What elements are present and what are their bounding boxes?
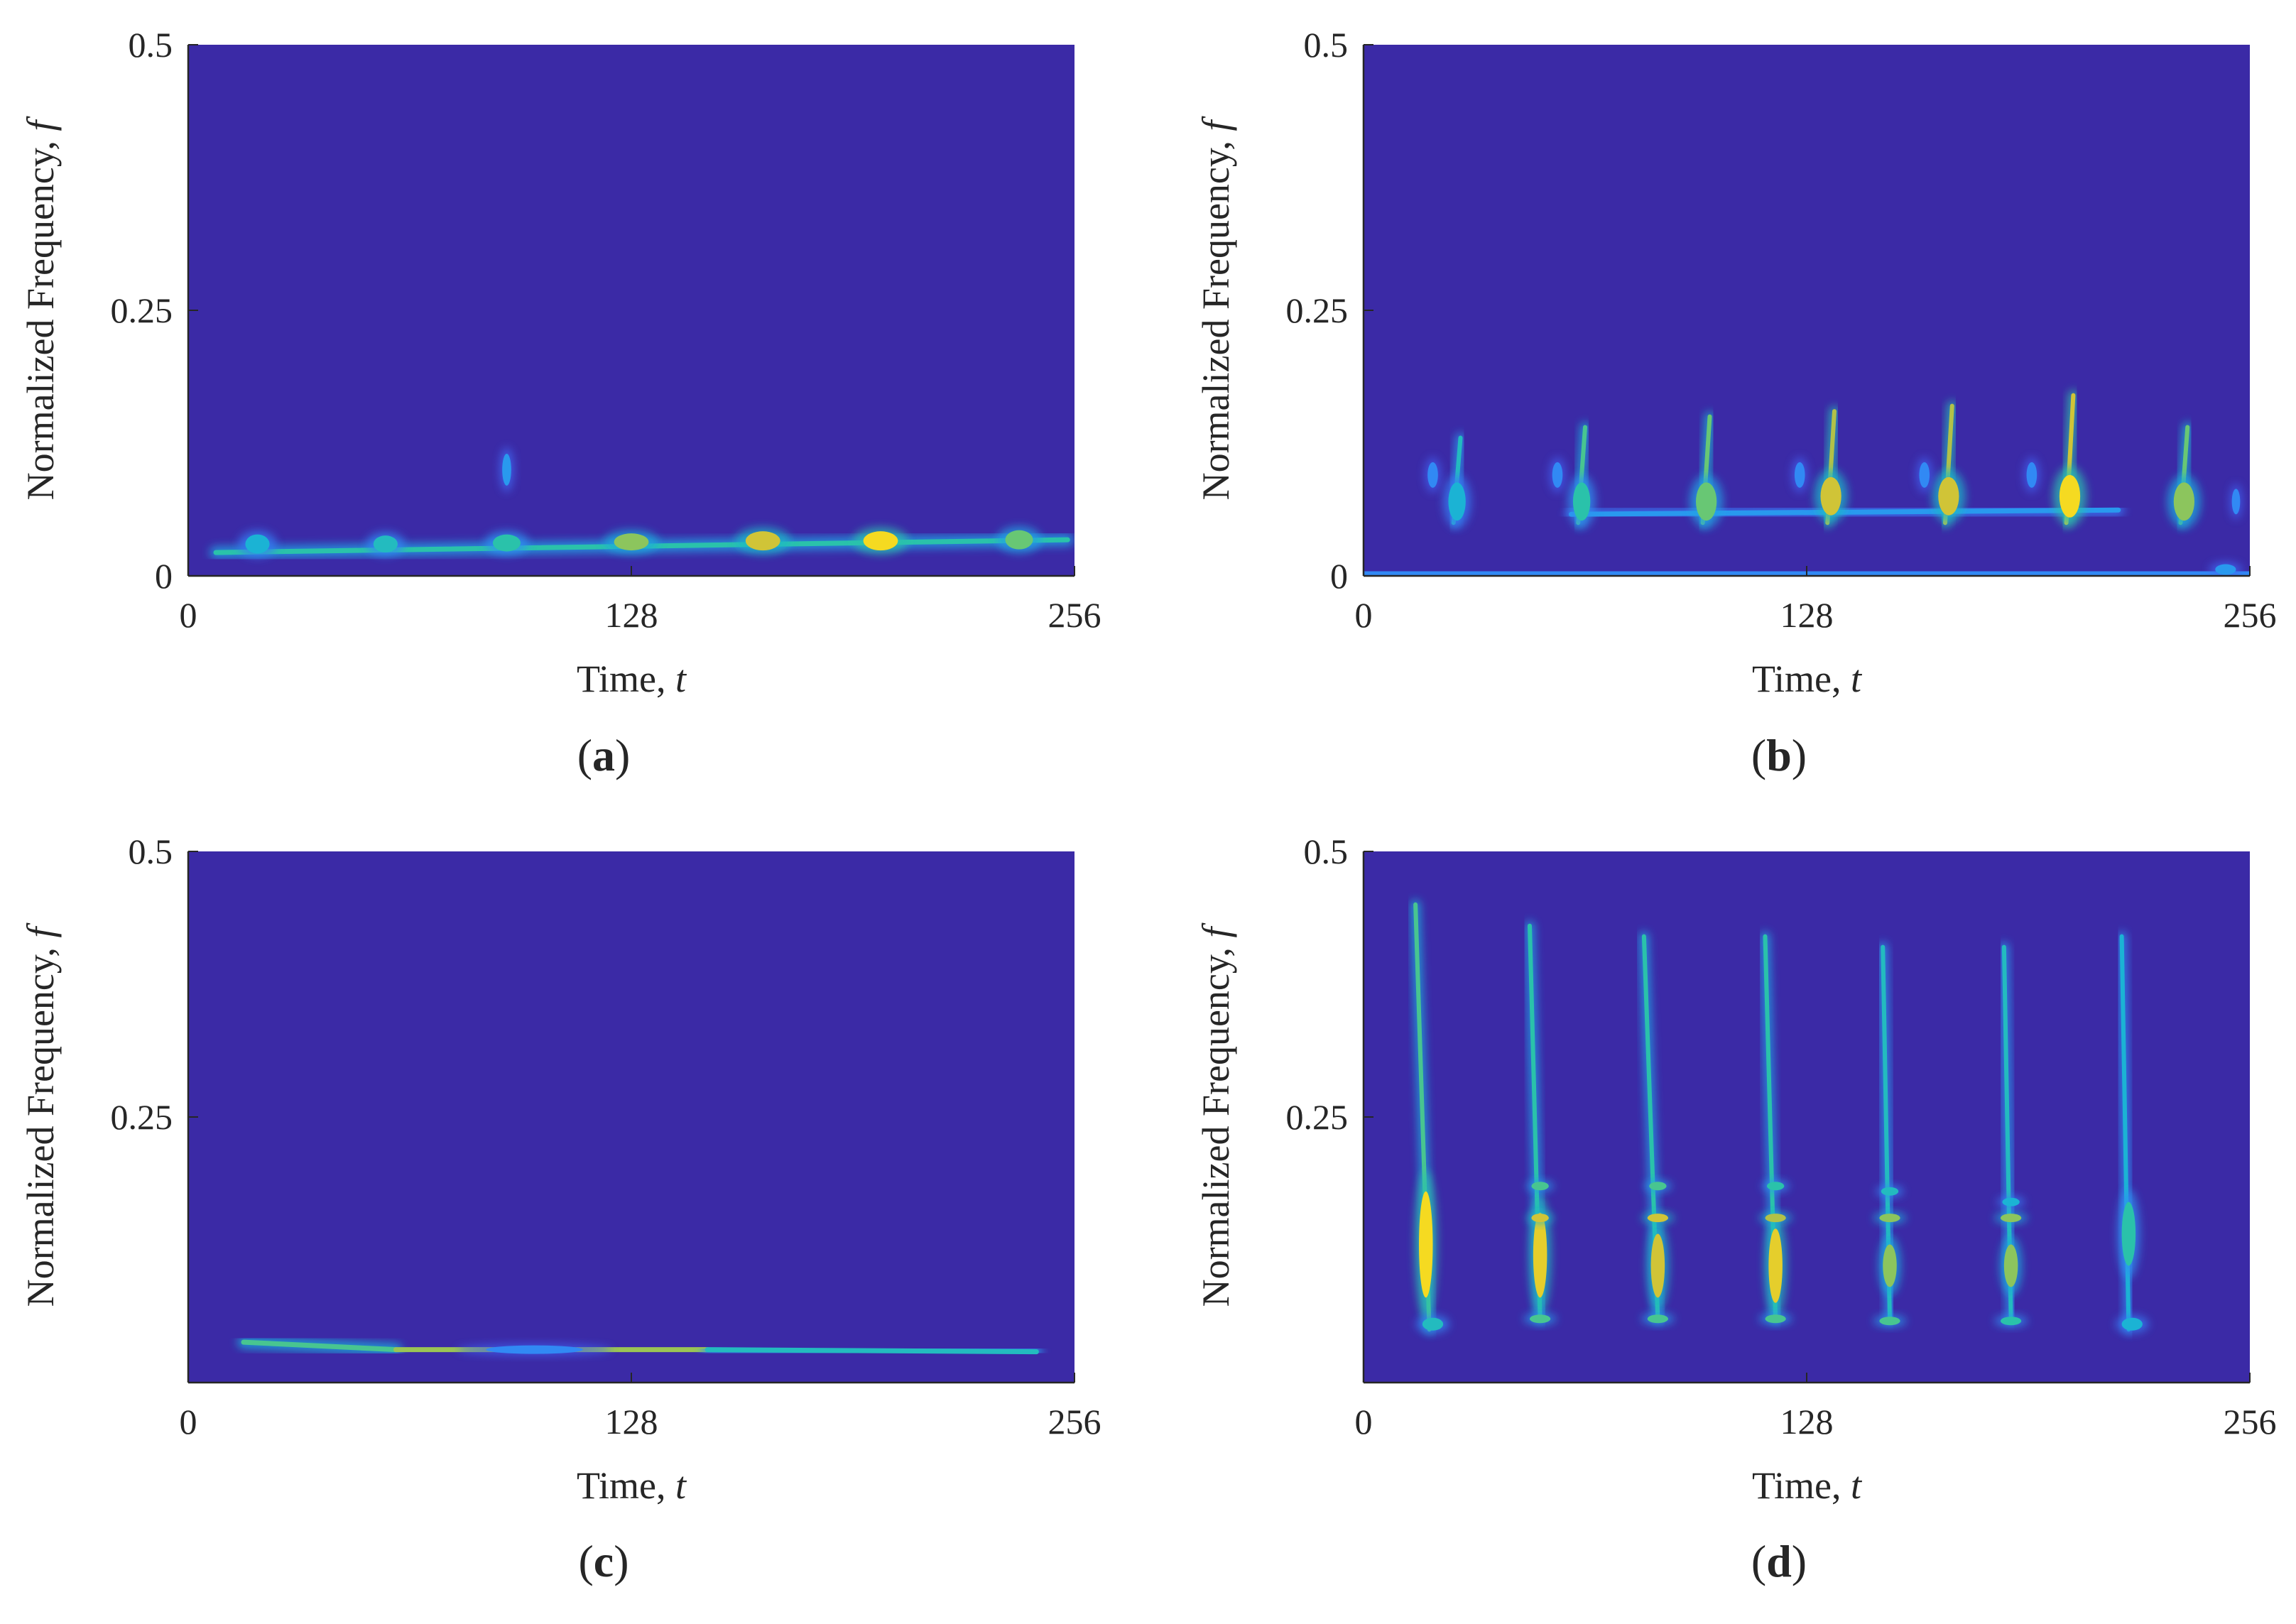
blob	[2003, 1244, 2018, 1287]
blob	[1647, 1214, 1668, 1223]
y-tick-label: 0.25	[1286, 290, 1349, 330]
blob	[1422, 1317, 1444, 1331]
y-tick-label: 0.5	[129, 832, 173, 871]
x-tick-label: 128	[1780, 595, 1834, 635]
spectrogram-marks	[237, 1336, 1043, 1358]
blob	[2001, 1317, 2022, 1326]
plot-background	[188, 45, 1074, 576]
blob	[1531, 1214, 1549, 1223]
blob	[486, 1345, 583, 1354]
blob	[2121, 1317, 2143, 1331]
blob	[1768, 1228, 1783, 1303]
spectrogram-marks	[1410, 899, 2149, 1335]
plot-background	[188, 851, 1074, 1383]
blob	[1879, 1317, 1900, 1326]
blob	[1881, 1187, 1899, 1196]
blob	[1879, 1214, 1900, 1223]
panels: 0 128 256 0 0.25 0.5 Time, t Normalized Frequen…	[19, 25, 2277, 1586]
blob	[745, 531, 780, 551]
blob	[2059, 474, 2081, 518]
x-tick-label: 256	[1048, 595, 1101, 635]
blob	[1647, 1314, 1668, 1324]
blob	[2001, 1214, 2022, 1223]
blob	[1533, 1212, 1547, 1298]
panel-d: 0 128 256 0.25 0.5 Time, t Normalized Frequenc…	[1195, 832, 2277, 1586]
blob	[1820, 476, 1841, 516]
blob	[1765, 1214, 1786, 1223]
y-tick-label: 0.5	[129, 25, 173, 65]
y-tick-label: 0.5	[1304, 832, 1349, 871]
x-tick-label: 256	[2224, 595, 2277, 635]
x-axis-label: Time, t	[577, 1464, 687, 1507]
x-tick-label: 256	[1048, 1402, 1101, 1442]
blob	[1794, 462, 1805, 488]
x-tick-label: 128	[605, 1402, 658, 1442]
blob	[614, 533, 649, 551]
blob	[2121, 1201, 2136, 1266]
ridge	[704, 1347, 1039, 1355]
spectrogram-marks	[210, 447, 1074, 560]
blob	[2231, 489, 2241, 515]
blob	[1419, 1191, 1433, 1298]
blob	[2026, 462, 2037, 488]
panel-b: 0 128 256 0 0.25 0.5 Time, t Normalized Frequen…	[1195, 25, 2277, 780]
blob	[1766, 1182, 1785, 1191]
ridge	[1569, 507, 2121, 517]
x-tick-label: 128	[605, 595, 658, 635]
blob	[1427, 462, 1438, 488]
x-tick-label: 256	[2224, 1402, 2277, 1442]
x-axis-label: Time, t	[1752, 1464, 1863, 1507]
panel-c: 0 128 256 0.25 0.5 Time, t Normalized Frequenc…	[19, 832, 1101, 1586]
y-tick-label: 0.25	[111, 1097, 173, 1137]
blob	[502, 453, 511, 486]
blob	[1883, 1244, 1897, 1287]
y-axis-label: Normalized Frequency, f	[1195, 116, 1237, 501]
x-tick-label: 0	[180, 595, 197, 635]
y-tick-label: 0.5	[1304, 25, 1349, 65]
blob	[2002, 1197, 2020, 1206]
blob	[1919, 462, 1930, 488]
y-axis-label: Normalized Frequency, f	[19, 116, 62, 501]
panel-label: (c)	[578, 1536, 629, 1586]
blob	[863, 531, 898, 551]
blob	[245, 534, 270, 554]
x-tick-label: 0	[1355, 1402, 1373, 1442]
blob	[1448, 482, 1466, 521]
panel-a: 0 128 256 0 0.25 0.5 Time, t Normalized Frequen…	[19, 25, 1101, 780]
y-tick-label: 0.25	[1286, 1097, 1349, 1137]
panel-label: (d)	[1751, 1536, 1807, 1586]
blob	[1572, 482, 1591, 521]
blob	[373, 535, 398, 553]
y-axis-label: Normalized Frequency, f	[1195, 922, 1237, 1307]
blob	[1696, 482, 1717, 521]
y-tick-label: 0	[155, 556, 173, 596]
ridge	[241, 1339, 398, 1353]
blob	[1531, 1182, 1549, 1191]
blob	[1765, 1314, 1786, 1324]
plot-background	[1364, 45, 2250, 576]
blob	[1650, 1233, 1665, 1298]
blob	[493, 534, 521, 552]
x-axis-label: Time, t	[1752, 658, 1863, 700]
blob	[1649, 1182, 1667, 1191]
plot-background	[1364, 851, 2250, 1383]
blob	[1552, 462, 1563, 488]
blob	[1938, 476, 1959, 516]
blob	[2173, 482, 2194, 521]
panel-label: (b)	[1751, 730, 1807, 780]
x-tick-label: 128	[1780, 1402, 1834, 1442]
x-axis-label: Time, t	[577, 658, 687, 700]
blob	[1005, 530, 1033, 550]
x-tick-label: 0	[180, 1402, 197, 1442]
y-axis-label: Normalized Frequency, f	[19, 922, 62, 1307]
x-tick-label: 0	[1355, 595, 1373, 635]
blob	[2215, 564, 2236, 575]
y-tick-label: 0.25	[111, 290, 173, 330]
blob	[1530, 1314, 1551, 1324]
panel-label: (a)	[577, 730, 631, 780]
y-tick-label: 0	[1330, 556, 1348, 596]
